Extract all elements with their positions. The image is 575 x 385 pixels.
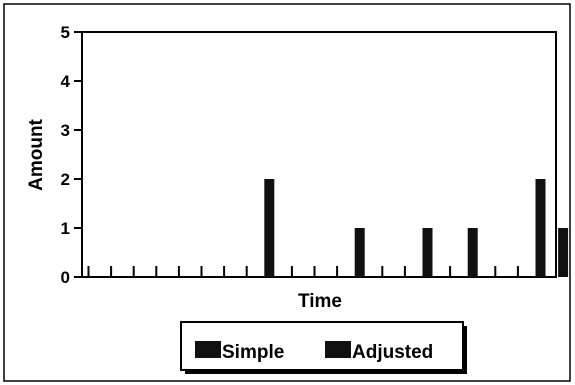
plot-frame <box>81 31 557 278</box>
y-axis-ticks: 0 1 2 3 4 5 <box>61 23 82 287</box>
x-axis-ticks <box>87 266 565 277</box>
legend-swatch-simple <box>195 341 221 358</box>
y-axis-title: Amount <box>26 118 47 190</box>
bar <box>354 228 365 277</box>
bars <box>264 179 569 277</box>
y-tick-label: 2 <box>61 170 70 189</box>
legend-label-simple: Simple <box>222 342 284 363</box>
y-tick-label: 3 <box>61 121 70 140</box>
x-axis-title: Time <box>298 291 342 312</box>
axes <box>81 31 557 278</box>
bar <box>422 228 433 277</box>
bar <box>264 179 275 277</box>
legend: Simple Adjusted <box>180 321 467 374</box>
y-tick-label: 5 <box>61 23 70 42</box>
bar <box>558 228 569 277</box>
y-tick-label: 4 <box>61 72 71 91</box>
bar <box>467 228 478 277</box>
legend-swatch-adjusted <box>325 341 351 358</box>
outer-border <box>3 3 571 382</box>
legend-label-adjusted: Adjusted <box>352 342 433 363</box>
y-tick-label: 0 <box>61 268 70 287</box>
y-tick-label: 1 <box>61 219 70 238</box>
bar <box>535 179 546 277</box>
legend-box <box>180 321 464 371</box>
